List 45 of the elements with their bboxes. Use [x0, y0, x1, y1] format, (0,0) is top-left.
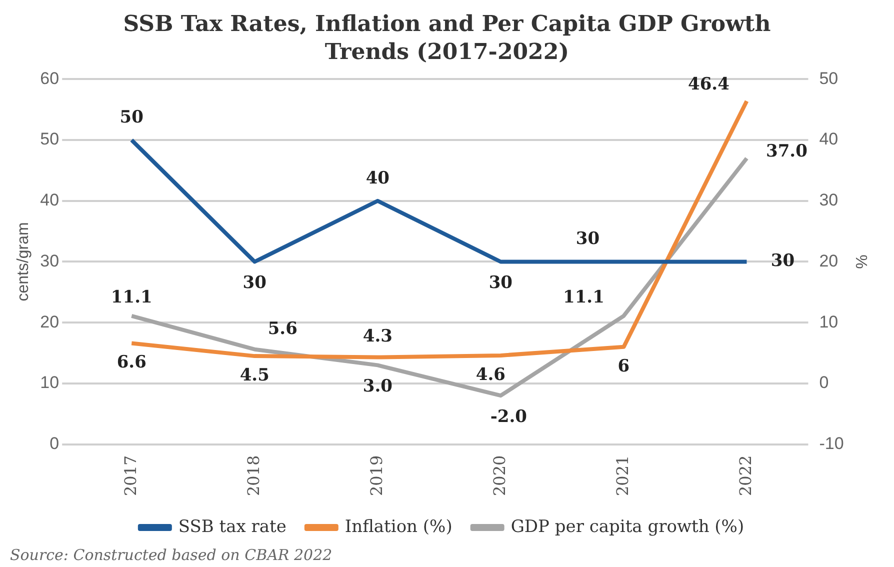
y2-tick-label: 40	[819, 130, 838, 149]
y-tick-label: 40	[40, 190, 60, 210]
y2-axis-title: %	[852, 254, 869, 269]
y2-tick-label: 30	[819, 190, 838, 210]
y2-tick-label: 50	[819, 68, 838, 88]
y-tick-label: 60	[40, 68, 60, 88]
data-label: 11.1	[110, 287, 152, 308]
data-label: 50	[120, 107, 144, 128]
data-label: -2.0	[490, 407, 528, 428]
y-axis-title: cents/gram	[15, 222, 32, 302]
y-tick-label: 0	[50, 434, 60, 453]
y2-tick-label: -10	[819, 434, 844, 453]
legend-label: SSB tax rate	[178, 516, 286, 537]
chart-title: SSB Tax Rates, Inflation and Per Capita GDP Growth Trends (2017-2022)	[122, 10, 772, 66]
data-label: 6	[618, 356, 630, 376]
data-label: 11.1	[562, 287, 604, 308]
data-label: 5.6	[268, 318, 298, 339]
y2-tick-label: 10	[819, 312, 838, 332]
y2-tick-label: 0	[819, 373, 829, 392]
data-label: 6.6	[116, 352, 146, 373]
y-tick-label: 30	[40, 251, 60, 270]
y2-tick-label: 20	[819, 251, 838, 270]
data-label: 3.0	[362, 376, 393, 397]
x-tick-label: 2017	[120, 455, 140, 496]
data-label: 37.0	[766, 142, 808, 162]
data-label: 30	[242, 273, 267, 294]
x-tick-label: 2018	[244, 455, 263, 496]
data-label: 40	[366, 168, 390, 188]
x-tick-label: 2019	[366, 455, 386, 496]
data-label: 4.5	[240, 365, 270, 386]
source-note: Source: Constructed based on CBAR 2022	[9, 546, 334, 564]
data-label: 30	[770, 251, 795, 272]
y-tick-label: 20	[40, 312, 60, 332]
data-label: 4.6	[476, 364, 506, 385]
data-label: 46.4	[688, 74, 730, 95]
y-tick-label: 50	[40, 130, 60, 149]
x-tick-label: 2020	[490, 455, 509, 496]
data-label: 30	[488, 273, 513, 294]
legend-label: GDP per capita growth (%)	[510, 516, 744, 537]
y-tick-label: 10	[40, 373, 60, 392]
x-tick-label: 2021	[612, 455, 632, 496]
legend-label: Inflation (%)	[344, 516, 452, 537]
data-label: 4.3	[362, 326, 392, 347]
data-label: 30	[576, 229, 600, 250]
x-tick-label: 2022	[736, 455, 755, 496]
